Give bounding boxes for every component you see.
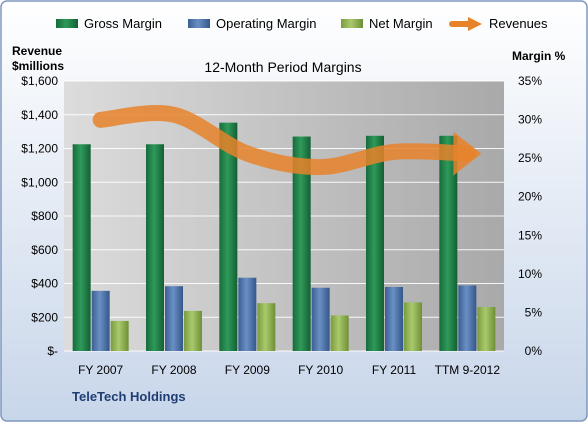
net-margin-bar	[330, 315, 349, 351]
legend-label-revenues: Revenues	[489, 16, 548, 31]
category-label: TTM 9-2012	[435, 363, 501, 377]
category-label: FY 2009	[225, 363, 270, 377]
right-axis-ticks: 0% 5% 10% 15% 20% 25% 30% 35%	[518, 74, 542, 358]
chart-title: 12-Month Period Margins	[204, 59, 361, 75]
operating-margin-bar	[91, 290, 110, 351]
legend-arrow-revenues	[468, 17, 482, 31]
category-labels: FY 2007 FY 2008 FY 2009 FY 2010 FY 2011 TTM 9…	[78, 363, 500, 377]
legend-label-net-margin: Net Margin	[369, 16, 433, 31]
gross-margin-bar	[219, 122, 238, 352]
revenue-line	[92, 105, 476, 176]
net-margin-bar	[110, 320, 129, 351]
gross-margin-bar	[366, 135, 384, 351]
left-axis-title-line1: Revenue	[12, 44, 62, 58]
gross-margin-bar	[439, 135, 458, 351]
right-tick-label: 30%	[518, 113, 542, 127]
operating-margin-bar	[165, 286, 183, 351]
right-tick-label: 0%	[525, 344, 543, 358]
revenue-line-layer	[92, 105, 482, 176]
bars-layer	[72, 122, 496, 352]
left-axis-ticks: $- $200 $400 $600 $800 $1,000 $1,200 $1,400 $1,6…	[21, 74, 58, 358]
legend-label-operating-margin: Operating Margin	[216, 16, 316, 31]
left-tick-label: $1,600	[21, 74, 58, 88]
left-axis-title-line2: $millions	[12, 59, 64, 73]
left-tick-label: $600	[31, 243, 58, 257]
left-tick-label: $1,000	[21, 175, 58, 189]
legend-swatch-operating-margin	[188, 19, 210, 28]
right-tick-label: 20%	[518, 190, 542, 204]
operating-margin-bar	[311, 287, 330, 351]
left-tick-label: $1,400	[21, 108, 58, 122]
right-tick-label: 25%	[518, 151, 542, 165]
operating-margin-bar	[458, 285, 477, 351]
operating-margin-bar	[238, 277, 257, 351]
net-margin-bar	[477, 307, 496, 351]
operating-margin-bar	[385, 286, 403, 351]
gross-margin-bar	[292, 136, 311, 351]
right-tick-label: 35%	[518, 74, 542, 88]
legend-swatch-net-margin	[341, 19, 363, 28]
net-margin-bar	[184, 310, 202, 351]
company-name: TeleTech Holdings	[72, 389, 186, 404]
left-tick-label: $-	[47, 344, 58, 358]
category-label: FY 2008	[151, 363, 196, 377]
legend: Gross Margin Operating Margin Net Margin…	[56, 16, 548, 31]
legend-label-gross-margin: Gross Margin	[84, 16, 162, 31]
net-margin-bar	[257, 303, 276, 351]
left-tick-label: $200	[31, 310, 58, 324]
net-margin-bar	[404, 302, 422, 351]
left-tick-label: $1,200	[21, 142, 58, 156]
right-tick-label: 10%	[518, 267, 542, 281]
legend-swatch-gross-margin	[56, 19, 78, 28]
category-label: FY 2011	[372, 363, 417, 377]
left-tick-label: $400	[31, 277, 58, 291]
left-tick-label: $800	[31, 209, 58, 223]
gross-margin-bar	[72, 144, 91, 351]
right-tick-label: 15%	[518, 228, 542, 242]
category-label: FY 2007	[78, 363, 123, 377]
category-label: FY 2010	[298, 363, 343, 377]
right-tick-label: 5%	[525, 305, 543, 319]
gross-margin-bar	[146, 144, 164, 351]
right-axis-title: Margin %	[512, 49, 566, 63]
